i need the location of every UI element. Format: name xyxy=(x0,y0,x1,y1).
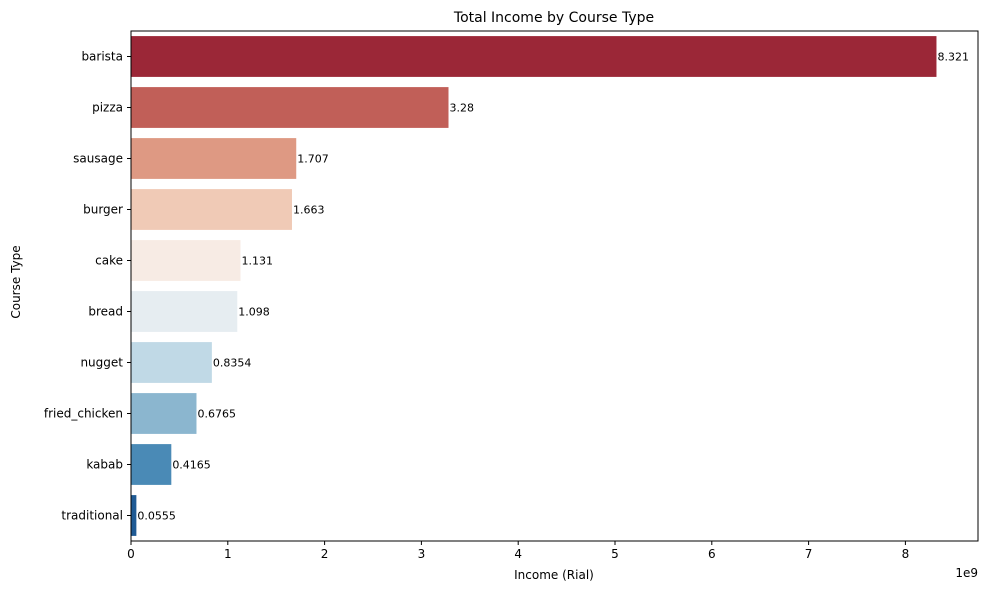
y-tick-label: nugget xyxy=(80,356,123,370)
y-axis-ticks: barista pizza sausage burger cake bread nugget… xyxy=(44,50,131,523)
y-tick-label: cake xyxy=(95,254,123,268)
x-tick-label: 2 xyxy=(321,547,329,561)
y-axis-label: Course Type xyxy=(9,245,23,318)
y-tick-label: pizza xyxy=(92,101,123,115)
y-tick-label: fried_chicken xyxy=(44,407,123,421)
x-tick-label: 7 xyxy=(805,547,813,561)
data-labels-group: 8.321 3.28 1.707 1.663 1.131 1.098 0.8354 0.676… xyxy=(137,51,969,523)
data-label-kabab: 0.4165 xyxy=(172,459,211,472)
data-label-sausage: 1.707 xyxy=(297,153,329,166)
y-tick-label: bread xyxy=(88,305,123,319)
x-tick-label: 6 xyxy=(708,547,716,561)
y-tick-label: burger xyxy=(83,203,123,217)
x-axis-label: Income (Rial) xyxy=(514,568,594,582)
y-tick-label: traditional xyxy=(61,509,123,523)
data-label-pizza: 3.28 xyxy=(450,102,475,115)
x-axis-offset-label: 1e9 xyxy=(955,566,978,580)
x-tick-label: 3 xyxy=(418,547,426,561)
x-tick-label: 5 xyxy=(611,547,619,561)
y-tick-label: sausage xyxy=(73,152,123,166)
x-tick-label: 8 xyxy=(902,547,910,561)
data-label-fried-chicken: 0.6765 xyxy=(197,408,236,421)
x-axis-ticks: 0 1 2 3 4 5 6 7 8 xyxy=(127,541,909,561)
bar-fried-chicken xyxy=(131,393,197,434)
x-tick-label: 1 xyxy=(224,547,232,561)
chart-title: Total Income by Course Type xyxy=(453,10,654,26)
bar-sausage xyxy=(131,138,297,179)
bar-pizza xyxy=(131,87,449,128)
data-label-nugget: 0.8354 xyxy=(213,357,252,370)
data-label-barista: 8.321 xyxy=(937,51,969,64)
bar-burger xyxy=(131,189,292,230)
bar-cake xyxy=(131,240,241,281)
data-label-bread: 1.098 xyxy=(238,306,270,319)
bar-traditional xyxy=(131,495,137,536)
y-tick-label: kabab xyxy=(86,458,123,472)
plot-frame xyxy=(130,30,979,542)
x-tick-label: 0 xyxy=(127,547,135,561)
data-label-burger: 1.663 xyxy=(293,204,325,217)
data-label-traditional: 0.0555 xyxy=(137,510,176,523)
bar-nugget xyxy=(131,342,212,383)
bars-group xyxy=(131,36,937,536)
bar-bread xyxy=(131,291,238,332)
x-tick-label: 4 xyxy=(514,547,522,561)
bar-kabab xyxy=(131,444,172,485)
bar-barista xyxy=(131,36,937,77)
data-label-cake: 1.131 xyxy=(241,255,273,268)
y-tick-label: barista xyxy=(81,50,123,64)
